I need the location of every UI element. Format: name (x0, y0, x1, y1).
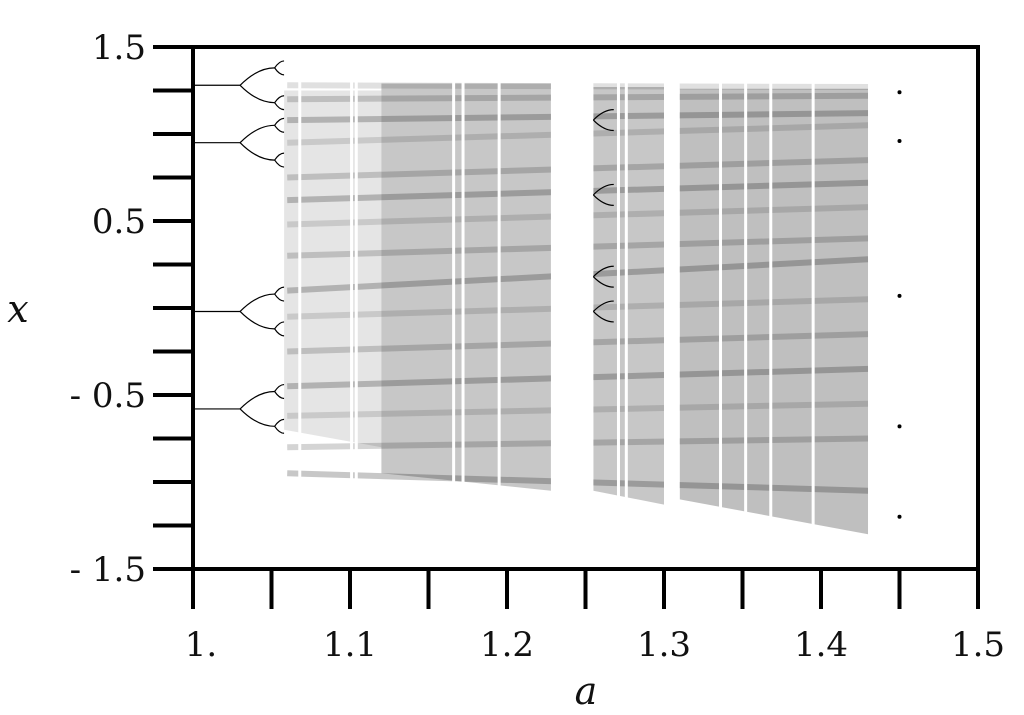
bifurcation-branch (592, 183, 614, 196)
y-axis-tick-labels: 1.5 0.5 - 0.5 - 1.5 (70, 28, 146, 590)
bifurcation-branch (274, 425, 285, 434)
bifurcation-branch (274, 321, 285, 330)
bifurcation-branch (239, 124, 275, 144)
bifurcation-branch (274, 152, 285, 161)
bifurcation-branch (239, 390, 275, 410)
bifurcation-branch (274, 124, 285, 133)
y-tick-label: - 1.5 (70, 550, 146, 590)
bifurcation-branch (239, 67, 275, 86)
chaotic-band (679, 88, 869, 535)
y-tick-label: - 0.5 (70, 376, 146, 416)
x-axis-tick-labels: 1. 1.1 1.2 1.3 1.4 1.5 (185, 625, 1005, 665)
bifurcation-branch (592, 194, 614, 206)
bifurcation-branch (274, 67, 285, 76)
chaotic-band (593, 87, 664, 505)
non-chaotic-region (868, 47, 978, 569)
y-axis-ticks (153, 45, 193, 571)
orbit-point (897, 90, 902, 95)
bifurcation-branch (274, 293, 285, 302)
periodic-window (550, 78, 594, 538)
bifurcation-branch (239, 293, 275, 312)
y-tick-label: 1.5 (92, 28, 146, 68)
isolated-attractor-points (897, 90, 902, 519)
chaotic-band (381, 83, 551, 491)
period-doubling-curves (193, 60, 614, 434)
x-tick-label: 1.2 (480, 625, 534, 665)
y-axis-label: x (7, 287, 28, 331)
y-tick-label: 0.5 (92, 202, 146, 242)
bifurcation-branch (239, 311, 275, 330)
plot-area (193, 47, 978, 569)
bifurcation-branch (592, 119, 614, 132)
bifurcation-branch (274, 328, 285, 337)
white-gap-stripes (298, 81, 815, 535)
orbit-point (897, 293, 902, 298)
orbit-point (897, 424, 902, 429)
bifurcation-branch (274, 383, 285, 392)
chaotic-band-shading (284, 83, 869, 535)
bifurcation-branch (274, 95, 285, 104)
non-chaotic-region (193, 47, 285, 569)
bifurcation-branch (274, 117, 285, 126)
periodic-window-gaps (193, 47, 978, 569)
bifurcation-branch (274, 286, 285, 295)
x-tick-label: 1.1 (323, 625, 377, 665)
bifurcation-branch (239, 142, 275, 161)
bifurcation-branch (274, 418, 285, 427)
bifurcation-branch (274, 391, 285, 400)
bifurcation-branch (592, 311, 614, 323)
bifurcation-branch (592, 276, 614, 288)
orbit-point (897, 514, 902, 519)
x-tick-label: 1.3 (637, 625, 691, 665)
bifurcation-branch (239, 408, 275, 427)
x-axis-label: a (575, 669, 598, 713)
bifurcation-branch (592, 265, 614, 278)
periodic-window (664, 78, 680, 538)
orbit-point (897, 138, 902, 143)
x-axis-ticks (191, 569, 980, 609)
bifurcation-branch (592, 109, 614, 121)
x-tick-label: 1.5 (951, 625, 1005, 665)
bifurcation-branch (239, 84, 275, 104)
x-tick-label: 1. (185, 625, 217, 665)
bifurcation-branch (274, 60, 285, 69)
x-tick-label: 1.4 (794, 625, 848, 665)
bifurcation-branch (274, 159, 285, 168)
bifurcation-branch (274, 102, 285, 111)
bifurcation-branch (592, 300, 614, 312)
